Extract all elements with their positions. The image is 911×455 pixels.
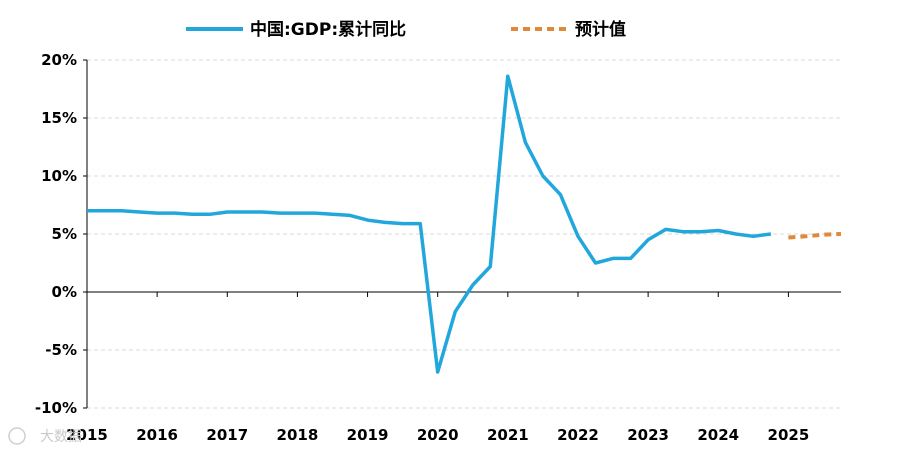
watermark-logo-icon [8,427,26,445]
y-tick-label-0: -10% [35,399,77,417]
x-tick-label-9: 2024 [697,426,739,444]
x-tick-label-5: 2020 [417,426,459,444]
y-tick-label-5: 15% [41,109,77,127]
legend-label-forecast: 预计值 [575,19,626,40]
x-tick-label-2: 2017 [206,426,248,444]
y-tick-label-3: 5% [52,225,77,243]
y-tick-label-6: 20% [41,51,77,69]
x-tick-label-7: 2022 [557,426,599,444]
x-tick-label-10: 2025 [768,426,810,444]
legend: 中国:GDP:累计同比 预计值 [186,19,626,40]
watermark-text: 大数据 [40,429,82,445]
series-lines [86,74,842,374]
y-tick-label-2: 0% [52,283,77,301]
x-tick-label-1: 2016 [136,426,178,444]
x-tick-label-8: 2023 [627,426,669,444]
legend-label-gdp: 中国:GDP:累计同比 [250,19,406,40]
x-tick-label-4: 2019 [347,426,389,444]
y-axis-ticks: -10% -5% 0% 5% 10% 15% 20% [35,51,87,417]
x-tick-label-3: 2018 [277,426,319,444]
series-line-0 [87,74,772,374]
watermark: 大数据 [8,427,82,445]
series-line-1 [788,232,842,240]
y-tick-label-4: 10% [41,167,77,185]
x-tick-label-6: 2021 [487,426,529,444]
x-tick-label-0: 2015 [66,426,108,444]
y-tick-label-1: -5% [45,341,77,359]
x-axis-ticks: 2015 2016 2017 2018 2019 2020 2021 2022 2023 2024… [66,292,809,444]
